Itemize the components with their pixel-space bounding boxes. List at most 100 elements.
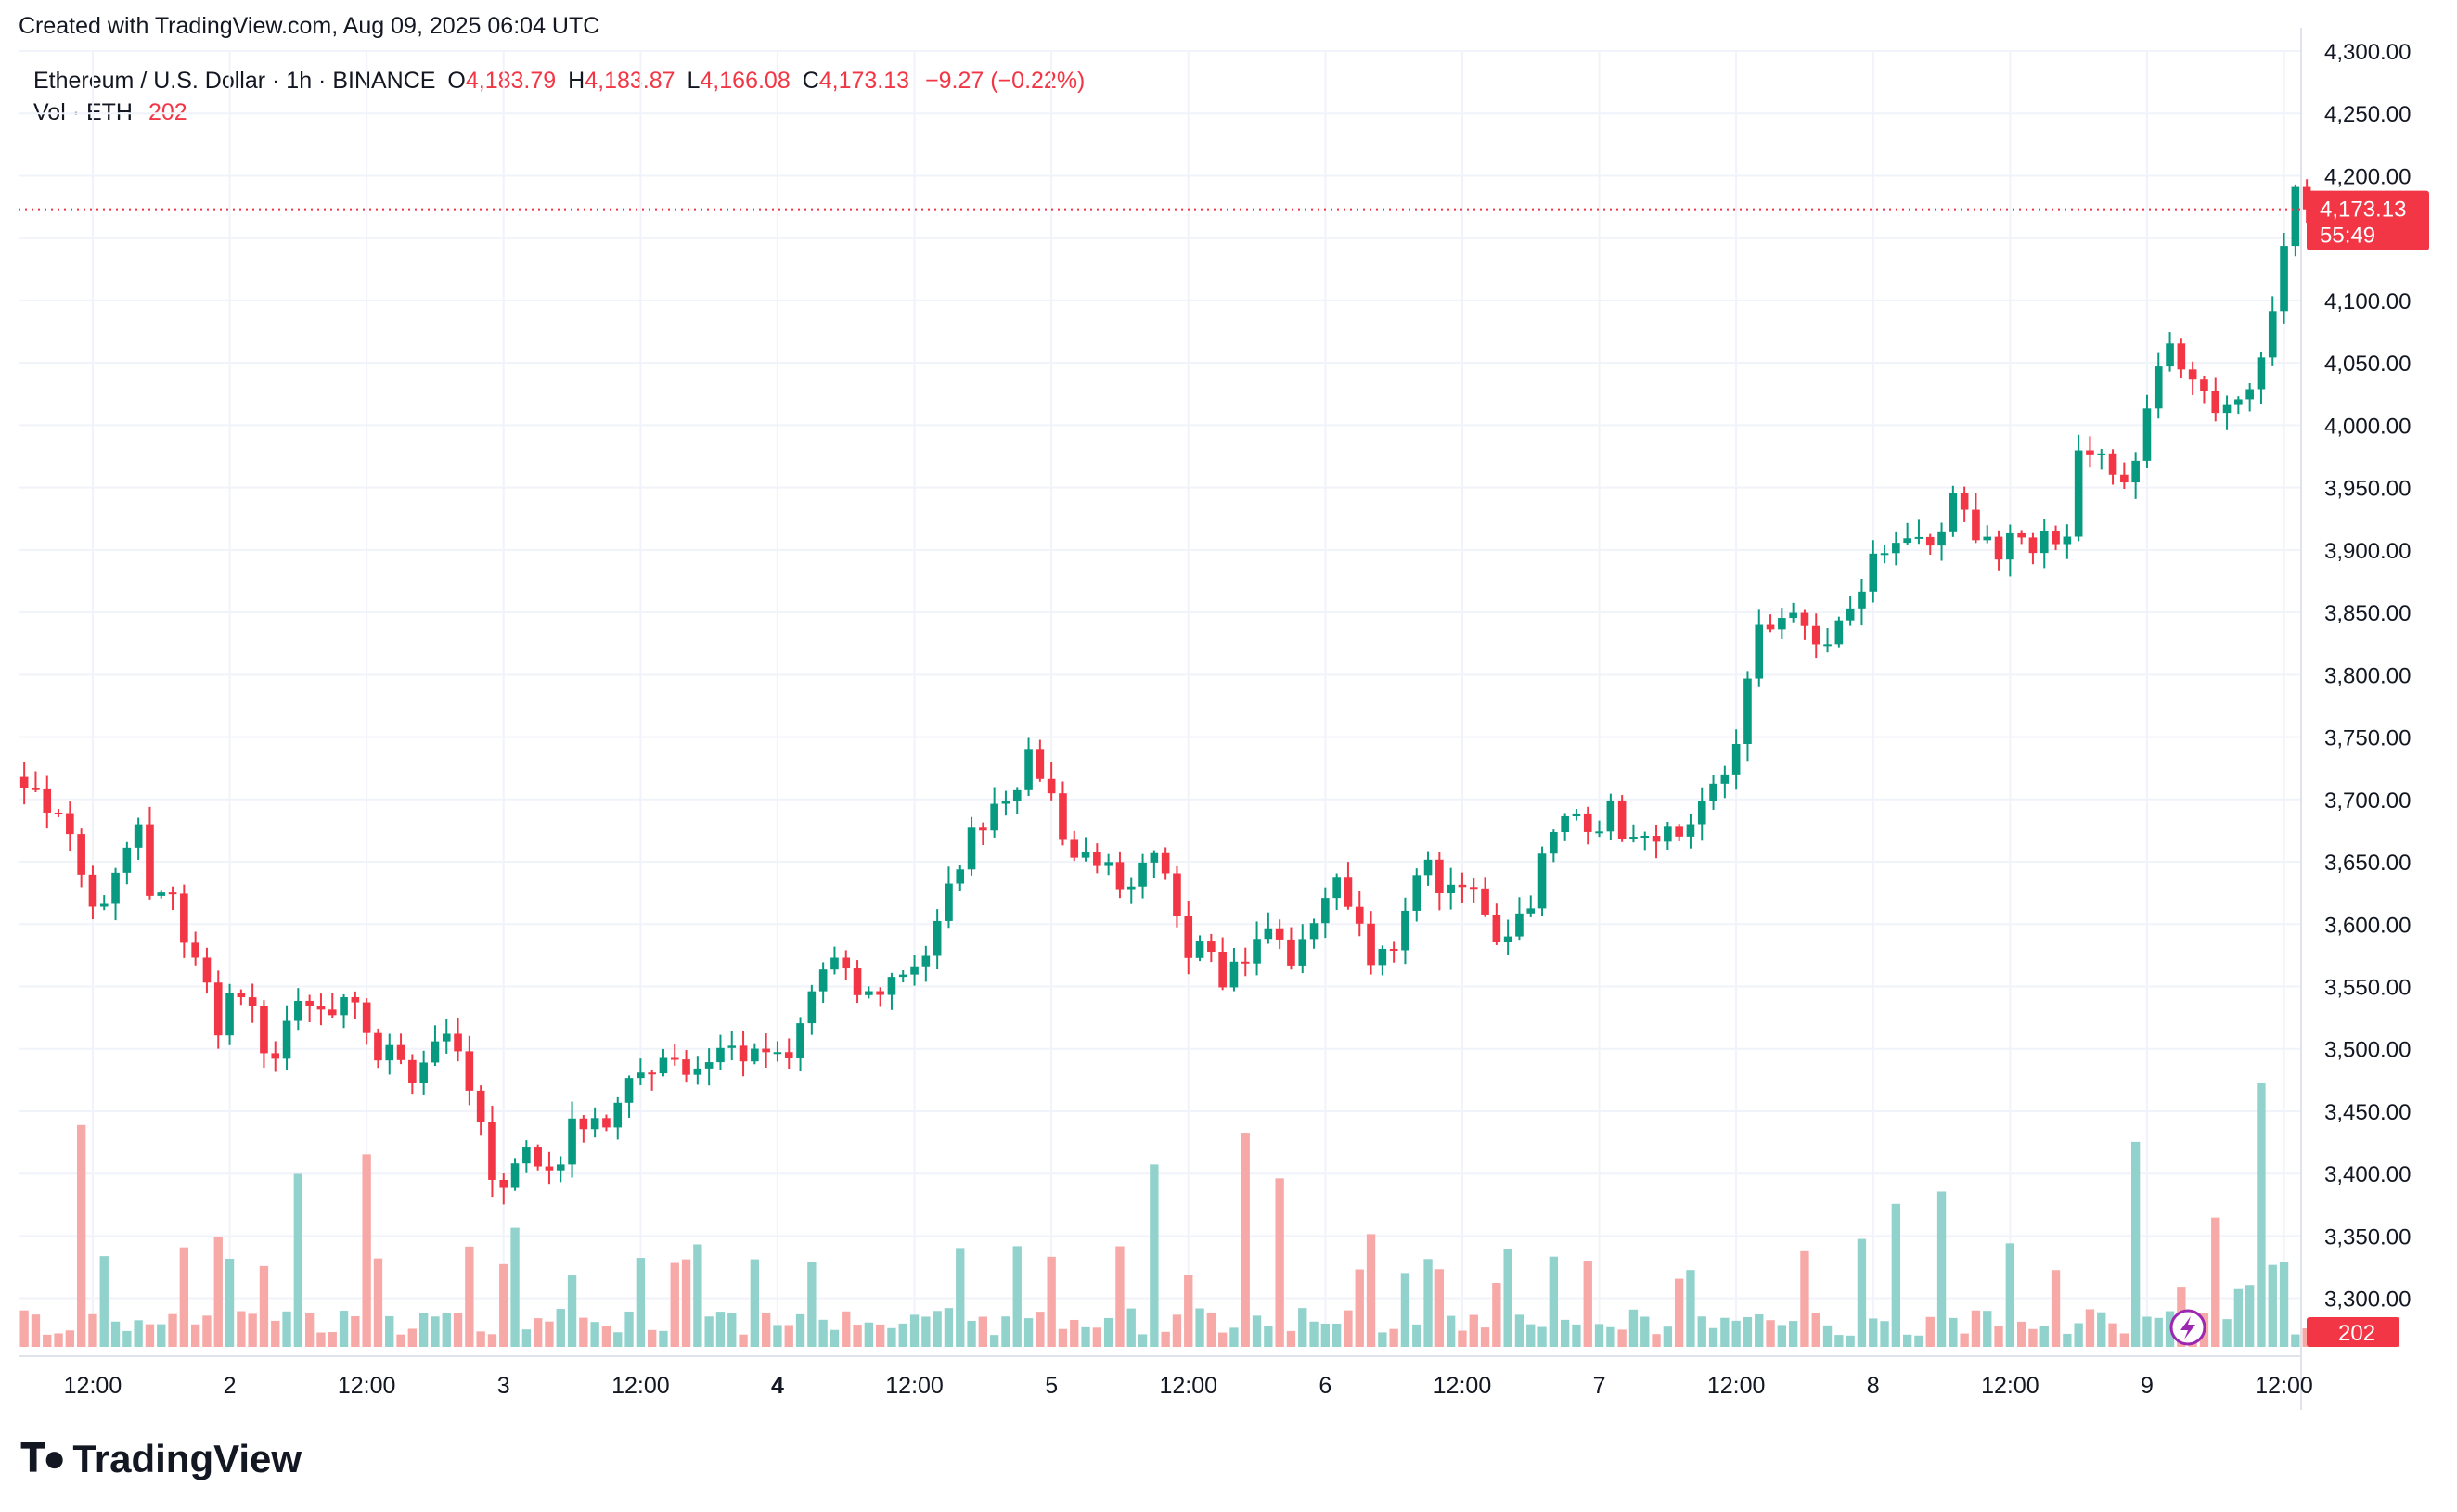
volume-bar [967,1320,976,1347]
candle-body [374,1032,382,1061]
candle [910,955,919,986]
time-tick-label: 12:00 [611,1373,670,1399]
candle [2291,184,2300,257]
volume-bar [76,1124,86,1347]
candle [1309,918,1319,949]
candle [454,1017,462,1062]
candle [1195,935,1204,962]
candle [146,806,154,900]
volume-bar [202,1315,212,1347]
brand-logo[interactable]: 𝐓● TradingView [20,1436,302,1481]
volume-bar [909,1314,920,1347]
volume-bar [1070,1319,1079,1347]
symbol-legend[interactable]: Ethereum / U.S. Dollar · 1h · BINANCE O4… [33,65,1085,128]
candle-body [590,1118,599,1130]
candle-body [556,1164,565,1171]
candle-body [1447,884,1455,893]
volume-bar [453,1313,463,1347]
volume-bar [99,1256,109,1347]
volume-bar [989,1335,999,1347]
volume-bar [1458,1330,1467,1347]
candle [1481,877,1489,917]
candle [43,775,52,829]
candle [2142,394,2152,468]
candle-body [1869,553,1878,592]
candle [1606,793,1615,841]
price-tick-label: 3,850.00 [2324,601,2411,626]
volume-bar [944,1308,954,1347]
volume-bar [613,1332,623,1347]
candle [122,841,132,885]
candle [1081,837,1090,862]
candle-body [1070,839,1079,858]
candle-body [1755,624,1764,679]
candle [568,1101,576,1178]
candle [1401,897,1409,965]
candle [2063,524,2072,559]
volume-bar [750,1259,760,1347]
candle [1503,919,1512,955]
candle-body [670,1057,679,1060]
price-tick-label: 3,800.00 [2324,663,2411,688]
volume-bar [1229,1327,1239,1347]
candle [1537,846,1547,917]
candle [1880,545,1889,564]
candle [2006,524,2014,577]
candle [1686,814,1695,849]
volume-bar [2130,1141,2141,1347]
volume-bar [1777,1325,1787,1347]
volume-bar [2085,1309,2095,1347]
candle [134,817,143,860]
volume-bar [875,1324,885,1347]
candle-body [2017,532,2026,538]
candle-body [2188,369,2197,380]
lightning-icon[interactable] [2169,1309,2206,1346]
candle-body [316,1006,326,1010]
volume-bar [1252,1315,1262,1347]
candle [66,801,74,852]
price-tick-label: 3,700.00 [2324,788,2411,814]
candle-body [1047,778,1056,794]
candle [385,1033,394,1075]
candle-body [602,1118,611,1128]
candle [1104,853,1113,876]
candle-body [1401,910,1409,951]
volume-bar [1811,1312,1820,1347]
volume-bar [1275,1178,1284,1347]
candle-body [1503,936,1512,942]
volume-bar [122,1330,132,1347]
candle-body [739,1045,748,1062]
candle [2166,332,2174,372]
volume-bar [1412,1324,1421,1347]
volume-bar [921,1316,931,1347]
volume-bar [624,1311,634,1347]
candle-body [1949,493,1958,532]
candle-body [1344,877,1353,907]
candle-body [488,1122,496,1180]
candle-body [2245,389,2254,400]
candle [1697,787,1706,841]
volume-bar [328,1332,337,1347]
candle-body [1287,939,1295,966]
candle [488,1106,496,1198]
candle-body [213,982,223,1036]
candle-body [2039,531,2049,554]
volume-bar [1549,1256,1559,1347]
candle [111,867,120,921]
candle [1412,868,1421,922]
price-axis[interactable]: 4,300.004,250.004,200.004,150.004,100.00… [2324,40,2411,1313]
close-value: 4,173.13 [818,68,910,94]
candle-body [2028,537,2038,554]
volume-bar [693,1244,702,1347]
candle [510,1158,520,1191]
candle [88,865,97,920]
price-tick-label: 3,650.00 [2324,851,2411,876]
candle [1207,933,1216,963]
time-axis[interactable]: 12:00 2 12:00 3 12:00 4 12:00 5 12:00 6 12:00 7 12:0… [64,1373,2313,1399]
price-chart[interactable]: 4,300.004,250.004,200.004,150.004,100.00… [0,0,2457,1410]
candle-body [1811,625,1820,645]
candle-body [921,955,931,967]
candle-body [1081,852,1090,858]
candle [374,1028,382,1069]
